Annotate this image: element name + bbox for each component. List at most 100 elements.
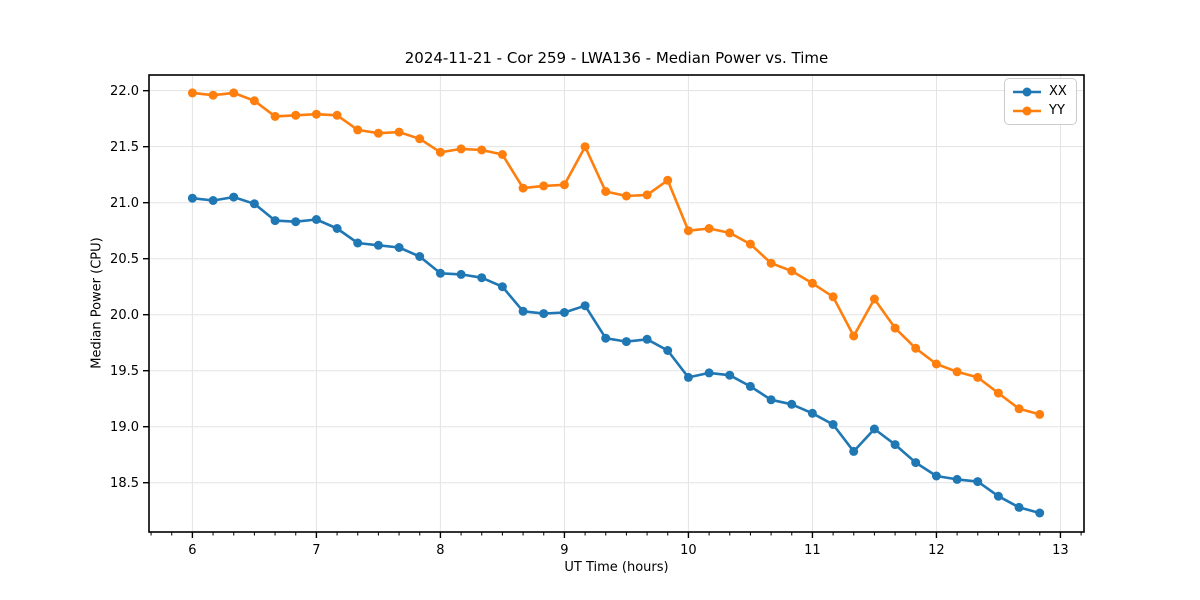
data-point-XX [394, 243, 404, 252]
y-tick-label: 22.0 [110, 84, 139, 99]
data-point-YY [993, 388, 1003, 398]
data-point-YY [683, 226, 693, 236]
data-point-YY [807, 278, 817, 288]
data-point-YY [291, 110, 301, 120]
data-point-YY [1014, 404, 1024, 414]
data-point-XX [415, 252, 425, 261]
data-point-YY [559, 180, 569, 190]
data-point-YY [828, 292, 838, 302]
y-tick-label: 19.5 [110, 364, 139, 379]
data-point-XX [435, 268, 445, 278]
data-point-XX [518, 306, 528, 316]
data-point-XX [601, 333, 611, 343]
data-point-XX [187, 193, 197, 203]
data-point-XX [725, 370, 735, 380]
data-point-XX [291, 217, 301, 227]
data-point-XX [621, 337, 631, 347]
data-point-YY [229, 88, 239, 98]
data-point-XX [456, 269, 466, 279]
data-point-XX [559, 308, 569, 317]
data-point-XX [890, 440, 900, 450]
legend-entry-YY: YY [1012, 103, 1067, 119]
data-point-XX [869, 424, 879, 434]
data-point-YY [601, 187, 611, 196]
data-point-YY [725, 228, 735, 238]
data-point-YY [580, 142, 590, 152]
data-point-YY [973, 372, 983, 382]
x-tick-label: 13 [1052, 543, 1069, 558]
data-point-XX [539, 309, 549, 319]
data-point-YY [745, 239, 755, 249]
y-tick-label: 20.5 [110, 252, 139, 267]
data-point-YY [518, 183, 528, 193]
y-tick-label: 18.5 [110, 476, 139, 491]
legend-label: YY [1049, 103, 1065, 118]
data-point-YY [497, 150, 507, 159]
data-point-XX [663, 346, 673, 355]
data-point-YY [311, 109, 321, 119]
data-point-XX [787, 399, 797, 409]
data-point-XX [642, 334, 652, 344]
data-point-YY [539, 181, 549, 191]
data-point-YY [1035, 409, 1045, 419]
data-point-YY [931, 359, 941, 369]
data-point-XX [952, 474, 962, 484]
data-point-YY [270, 111, 280, 121]
data-point-XX [580, 301, 590, 311]
x-tick-label: 9 [560, 543, 568, 558]
data-point-YY [787, 266, 797, 276]
data-point-YY [394, 127, 404, 137]
data-point-XX [332, 224, 342, 233]
y-tick-label: 21.0 [110, 196, 139, 211]
data-point-XX [249, 199, 259, 209]
y-tick-label: 21.5 [110, 140, 139, 155]
data-point-YY [704, 224, 714, 233]
data-point-YY [952, 367, 962, 377]
data-point-YY [477, 145, 487, 155]
data-point-YY [415, 134, 425, 144]
y-axis-label: Median Power (CPU) [89, 237, 105, 369]
data-point-XX [1035, 508, 1045, 518]
data-point-XX [993, 491, 1003, 501]
data-point-XX [911, 458, 921, 468]
x-axis-label: UT Time (hours) [564, 560, 669, 575]
x-tick-label: 12 [928, 543, 945, 558]
data-point-YY [766, 258, 776, 268]
data-point-YY [663, 175, 673, 185]
data-point-YY [849, 331, 859, 341]
data-point-XX [704, 368, 714, 378]
x-tick-label: 6 [188, 543, 196, 558]
data-point-XX [229, 192, 239, 202]
data-point-YY [332, 110, 342, 120]
data-point-XX [683, 372, 693, 382]
data-point-YY [373, 128, 383, 138]
series-line-YY [191, 91, 1041, 416]
data-point-XX [477, 273, 487, 283]
data-point-YY [187, 88, 197, 98]
data-point-XX [270, 216, 280, 226]
data-point-YY [621, 191, 631, 201]
data-point-YY [642, 190, 652, 200]
x-tick-label: 11 [804, 543, 821, 558]
legend-label: XX [1049, 84, 1067, 99]
data-point-YY [890, 323, 900, 333]
x-tick-label: 8 [436, 543, 444, 558]
data-point-XX [849, 446, 859, 456]
data-point-XX [766, 395, 776, 405]
y-tick-label: 20.0 [110, 308, 139, 323]
x-tick-label: 10 [680, 543, 697, 558]
data-point-XX [1014, 502, 1024, 512]
data-point-YY [208, 90, 218, 100]
x-tick-label: 7 [312, 543, 320, 558]
data-point-XX [353, 238, 363, 248]
data-point-YY [435, 147, 445, 157]
data-point-XX [807, 408, 817, 418]
data-point-XX [931, 471, 941, 481]
data-point-YY [911, 343, 921, 353]
data-point-XX [311, 215, 321, 224]
legend: XX YY [1004, 78, 1077, 125]
data-point-XX [373, 240, 383, 250]
data-point-XX [973, 477, 983, 487]
